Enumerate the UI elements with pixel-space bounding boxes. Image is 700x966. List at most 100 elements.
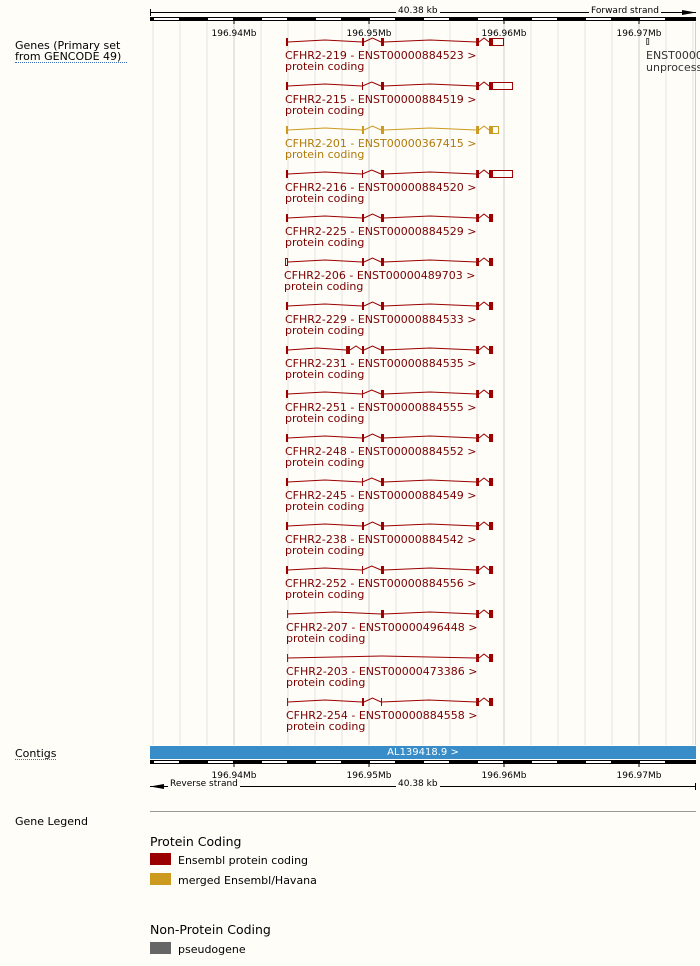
coding-exon[interactable] xyxy=(381,38,384,46)
coding-exon[interactable] xyxy=(361,258,365,266)
transcript-name[interactable]: CFHR2-215 - ENST00000884519 > xyxy=(285,93,477,106)
coding-exon[interactable] xyxy=(489,698,494,706)
coding-exon[interactable] xyxy=(361,82,363,90)
coding-exon[interactable] xyxy=(476,390,480,398)
coding-exon[interactable] xyxy=(476,170,480,178)
coding-exon[interactable] xyxy=(361,390,363,398)
coding-exon[interactable] xyxy=(476,434,480,442)
coding-exon[interactable] xyxy=(346,346,350,354)
coding-exon[interactable] xyxy=(489,522,494,530)
coding-exon[interactable] xyxy=(361,38,365,46)
coding-exon[interactable] xyxy=(476,302,480,310)
contigs-track-label[interactable]: Contigs xyxy=(15,747,57,760)
coding-exon[interactable] xyxy=(476,258,480,266)
coding-exon[interactable] xyxy=(285,390,288,398)
coding-exon[interactable] xyxy=(489,38,492,46)
transcript-name[interactable]: CFHR2-201 - ENST00000367415 > xyxy=(285,137,477,150)
coding-exon[interactable] xyxy=(381,434,384,442)
coding-exon[interactable] xyxy=(361,346,365,354)
coding-exon[interactable] xyxy=(381,390,384,398)
coding-exon[interactable] xyxy=(285,346,288,354)
coding-exon[interactable] xyxy=(489,302,494,310)
coding-exon[interactable] xyxy=(361,566,363,574)
utr-exon[interactable] xyxy=(491,126,500,134)
coding-exon[interactable] xyxy=(285,522,288,530)
coding-exon[interactable] xyxy=(361,170,363,178)
coding-exon[interactable] xyxy=(476,214,480,222)
coding-exon[interactable] xyxy=(285,214,288,222)
coding-exon[interactable] xyxy=(476,478,480,486)
coding-exon[interactable] xyxy=(381,478,384,486)
utr-exon[interactable] xyxy=(285,258,288,266)
coding-exon[interactable] xyxy=(361,126,365,134)
utr-exon[interactable] xyxy=(491,82,514,90)
transcript-name[interactable]: CFHR2-225 - ENST00000884529 > xyxy=(285,225,477,238)
coding-exon[interactable] xyxy=(381,82,384,90)
coding-exon[interactable] xyxy=(381,346,384,354)
coding-exon[interactable] xyxy=(381,522,384,530)
genes-track-label[interactable]: Genes (Primary set from GENCODE 49) xyxy=(15,40,127,63)
coding-exon[interactable] xyxy=(476,566,480,574)
coding-exon[interactable] xyxy=(476,346,480,354)
coding-exon[interactable] xyxy=(381,698,383,706)
transcript-name[interactable]: CFHR2-203 - ENST00000473386 > xyxy=(286,665,478,678)
coding-exon[interactable] xyxy=(285,478,288,486)
transcript-name[interactable]: CFHR2-252 - ENST00000884556 > xyxy=(285,577,477,590)
coding-exon[interactable] xyxy=(476,522,480,530)
transcript-name[interactable]: CFHR2-229 - ENST00000884533 > xyxy=(285,313,477,326)
coding-exon[interactable] xyxy=(285,434,288,442)
coding-exon[interactable] xyxy=(361,522,365,530)
transcript-name[interactable]: CFHR2-248 - ENST00000884552 > xyxy=(285,445,477,458)
coding-exon[interactable] xyxy=(381,566,384,574)
utr-exon[interactable] xyxy=(491,38,504,46)
coding-exon[interactable] xyxy=(489,654,494,662)
utr-exon[interactable] xyxy=(491,170,514,178)
coding-exon[interactable] xyxy=(287,654,289,662)
coding-exon[interactable] xyxy=(489,82,492,90)
contig-bar[interactable]: AL139418.9 > xyxy=(150,746,696,759)
coding-exon[interactable] xyxy=(285,566,288,574)
coding-exon[interactable] xyxy=(489,258,494,266)
transcript-name[interactable]: CFHR2-254 - ENST00000884558 > xyxy=(286,709,478,722)
transcript-name[interactable]: CFHR2-206 - ENST00000489703 > xyxy=(284,269,476,282)
coding-exon[interactable] xyxy=(285,126,288,134)
coding-exon[interactable] xyxy=(489,214,494,222)
coding-exon[interactable] xyxy=(476,126,480,134)
coding-exon[interactable] xyxy=(489,478,494,486)
coding-exon[interactable] xyxy=(285,170,288,178)
coding-exon[interactable] xyxy=(381,610,384,618)
coding-exon[interactable] xyxy=(285,82,288,90)
coding-exon[interactable] xyxy=(476,38,480,46)
coding-exon[interactable] xyxy=(361,698,365,706)
coding-exon[interactable] xyxy=(285,38,288,46)
coding-exon[interactable] xyxy=(489,346,494,354)
coding-exon[interactable] xyxy=(489,434,494,442)
coding-exon[interactable] xyxy=(476,654,480,662)
pseudogene-exon[interactable] xyxy=(646,38,650,45)
coding-exon[interactable] xyxy=(489,610,494,618)
coding-exon[interactable] xyxy=(361,302,365,310)
coding-exon[interactable] xyxy=(381,258,384,266)
coding-exon[interactable] xyxy=(489,390,494,398)
coding-exon[interactable] xyxy=(476,610,480,618)
coding-exon[interactable] xyxy=(489,566,494,574)
coding-exon[interactable] xyxy=(489,126,492,134)
transcript-name[interactable]: CFHR2-231 - ENST00000884535 > xyxy=(285,357,477,370)
transcript-name[interactable]: CFHR2-245 - ENST00000884549 > xyxy=(285,489,477,502)
coding-exon[interactable] xyxy=(489,170,492,178)
coding-exon[interactable] xyxy=(381,302,384,310)
coding-exon[interactable] xyxy=(381,126,384,134)
transcript-name[interactable]: CFHR2-238 - ENST00000884542 > xyxy=(285,533,477,546)
coding-exon[interactable] xyxy=(361,478,363,486)
transcript-name[interactable]: CFHR2-219 - ENST00000884523 > xyxy=(285,49,477,62)
transcript-name[interactable]: CFHR2-251 - ENST00000884555 > xyxy=(285,401,477,414)
coding-exon[interactable] xyxy=(381,170,384,178)
coding-exon[interactable] xyxy=(476,82,480,90)
coding-exon[interactable] xyxy=(285,302,288,310)
transcript-name[interactable]: CFHR2-207 - ENST00000496448 > xyxy=(286,621,478,634)
coding-exon[interactable] xyxy=(381,214,384,222)
coding-exon[interactable] xyxy=(361,434,365,442)
coding-exon[interactable] xyxy=(287,610,289,618)
coding-exon[interactable] xyxy=(287,698,289,706)
